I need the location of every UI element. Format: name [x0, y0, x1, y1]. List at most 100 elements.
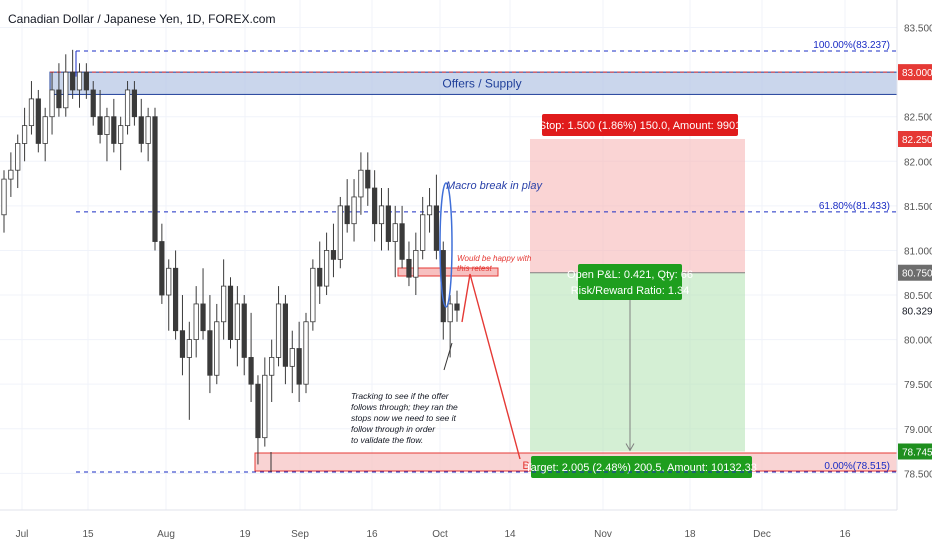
time-tick: 18: [684, 529, 696, 540]
fib-label: 0.00%(78.515): [824, 461, 890, 472]
stop-label-bg: [542, 114, 738, 136]
candle: [289, 330, 295, 394]
candle-body: [186, 339, 192, 358]
candle: [221, 259, 227, 340]
macro-annotation: Macro break in play: [446, 180, 543, 192]
candle-body: [28, 98, 35, 127]
price-tag-bg: [898, 302, 932, 319]
price-tag-bg: [898, 264, 932, 281]
price-tag-bg: [898, 64, 932, 81]
candle-body: [323, 250, 330, 287]
retest-annotation-2: this retest: [457, 264, 492, 273]
retest-box: [397, 267, 499, 277]
price-tick: 80.500: [904, 291, 932, 302]
candle: [392, 205, 398, 278]
time-tick: 16: [366, 529, 378, 540]
price-tick: 81.000: [904, 246, 932, 257]
candle: [152, 107, 158, 251]
time-tick: Dec: [753, 529, 771, 540]
candle: [104, 107, 110, 162]
candle: [21, 107, 28, 162]
candle: [138, 98, 144, 153]
retest-annotation-1: Would be happy with: [457, 254, 532, 263]
candle: [76, 63, 83, 108]
candle-body: [207, 330, 213, 376]
candle: [172, 250, 179, 340]
candle: [179, 295, 186, 376]
price-tick: 79.500: [904, 380, 932, 391]
candle-body: [63, 71, 69, 109]
candle: [131, 81, 138, 126]
candle: [186, 321, 192, 420]
candle-body: [330, 250, 337, 260]
candle: [15, 134, 21, 189]
candle-body: [365, 169, 371, 189]
short-position-tool[interactable]: Stop: 1.500 (1.86%) 150.0, Amount: 9901 O…: [525, 114, 757, 478]
candle: [90, 81, 96, 126]
candle: [70, 49, 76, 99]
candle-body: [282, 303, 289, 367]
time-tick: 16: [839, 529, 851, 540]
macro-ellipse: [439, 182, 453, 308]
candle: [351, 179, 357, 242]
pnl-arrow-head: [625, 443, 635, 452]
candle-body: [234, 303, 240, 341]
candle: [193, 286, 199, 358]
time-tick: Jul: [16, 529, 29, 540]
candle-body: [262, 374, 268, 439]
candle-body: [152, 116, 158, 242]
candle-body: [344, 205, 350, 225]
candle-body: [303, 321, 309, 385]
time-tick: Oct: [432, 529, 448, 540]
candle: [454, 290, 460, 322]
price-tick: 82.500: [904, 113, 932, 124]
time-tick: Sep: [291, 529, 309, 540]
candle-body: [392, 223, 398, 242]
candle-body: [385, 205, 391, 242]
pnl-label: Open P&L: 0.421, Qty: 66: [567, 269, 693, 281]
candle: [262, 357, 268, 447]
price-tag: 80.750: [902, 269, 932, 280]
candle-body: [351, 196, 357, 225]
candle-body: [317, 267, 323, 287]
candle-body: [166, 267, 172, 296]
candle: [337, 196, 343, 269]
candle-body: [70, 71, 76, 91]
candle-body: [172, 267, 179, 332]
candle: [358, 152, 364, 215]
candle-body: [179, 330, 186, 358]
candle: [35, 89, 41, 153]
candle: [420, 196, 426, 260]
candle-body: [49, 89, 55, 118]
candle: [372, 170, 378, 242]
tracking-annotation-3: stops now we need to see it: [351, 413, 457, 423]
time-tick: 15: [82, 529, 94, 540]
candle-body: [193, 303, 199, 341]
rr-label: Risk/Reward Ratio: 1.34: [571, 285, 690, 297]
projection-path: [461, 273, 521, 460]
candle-body: [56, 89, 62, 109]
price-tick: 80.000: [904, 336, 932, 347]
candle-body: [138, 116, 144, 144]
candle-body: [1, 178, 7, 216]
candle: [269, 339, 275, 403]
fibonacci-levels[interactable]: 100.00%(83.237) 61.80%(81.433) 0.00%(78.51…: [75, 40, 897, 473]
candle: [385, 188, 391, 251]
candle: [28, 81, 35, 135]
candle-body: [111, 116, 117, 144]
candle: [63, 54, 69, 117]
candle: [241, 295, 247, 376]
candle: [255, 375, 261, 465]
candle-body: [248, 357, 254, 385]
candlestick-series: [1, 49, 460, 465]
candle-body: [131, 89, 138, 118]
candle-body: [104, 116, 110, 135]
candle: [323, 232, 330, 296]
candle: [447, 295, 453, 358]
candle: [8, 152, 14, 197]
candle: [344, 179, 350, 233]
candle-body: [241, 303, 247, 358]
target-label-bg: [531, 456, 752, 478]
candle-body: [124, 89, 131, 127]
